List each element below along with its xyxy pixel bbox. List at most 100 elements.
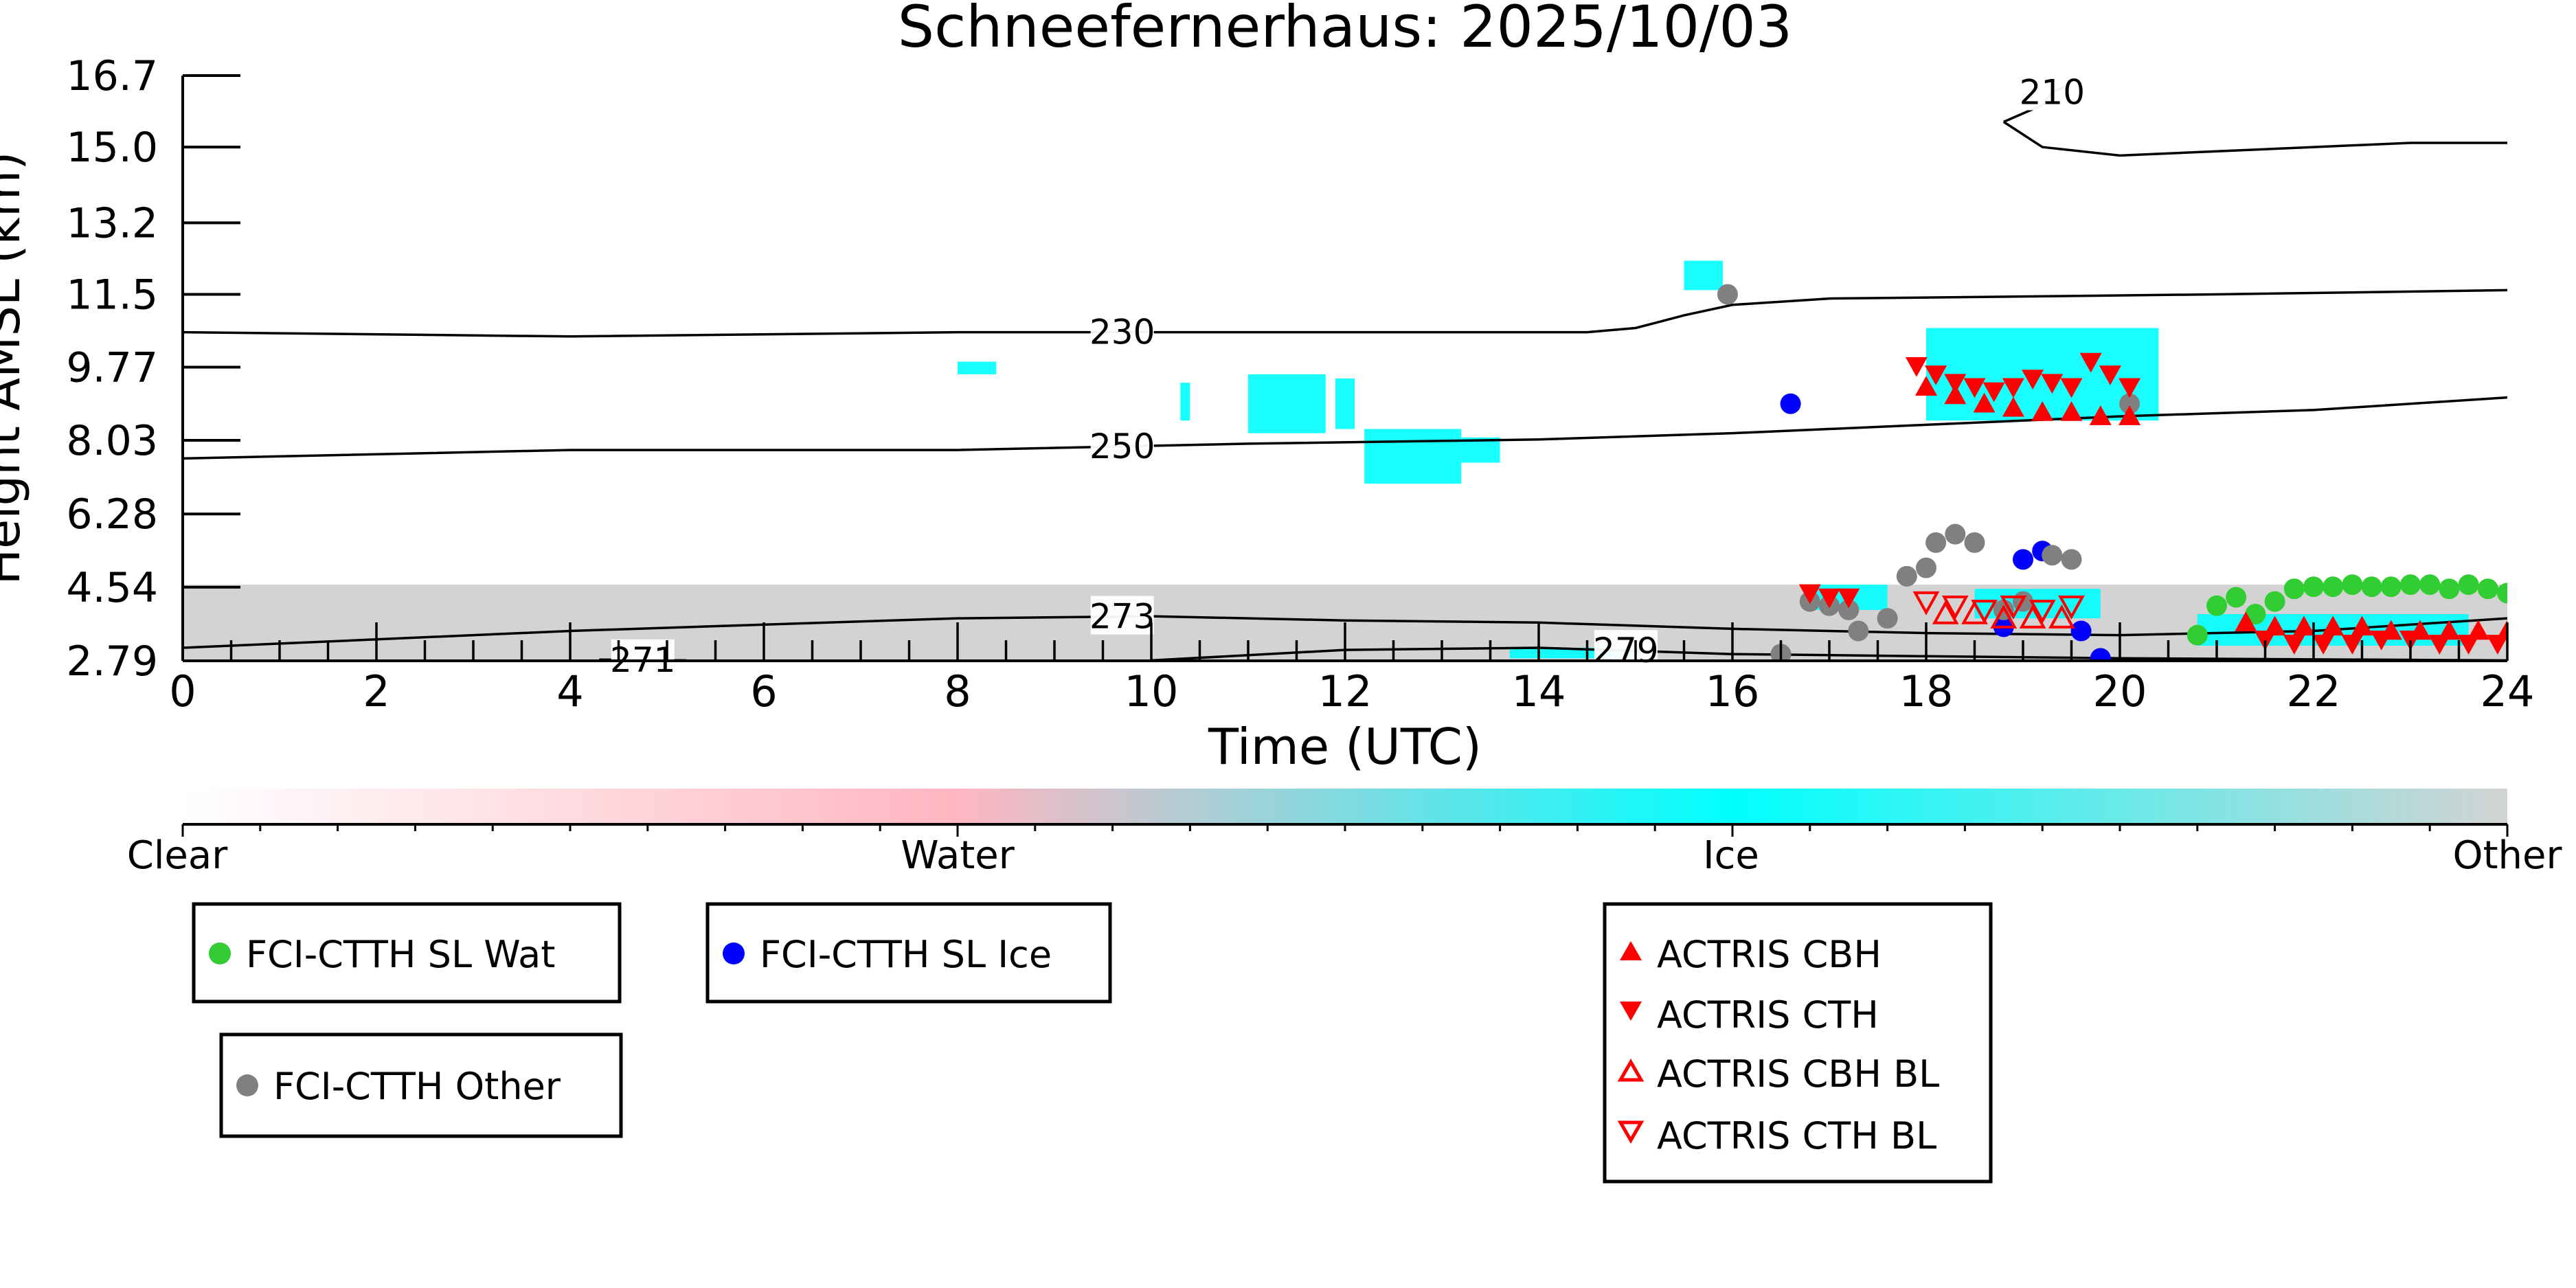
- data-point-circle: [2303, 576, 2324, 598]
- data-point-circle: [2245, 604, 2266, 625]
- data-point-triangle-up-open: [1990, 605, 2018, 629]
- colorbar: Clear Water Ice Other: [127, 789, 2562, 878]
- data-point-triangle-up: [2322, 615, 2345, 636]
- data-point-triangle-up-open: [2019, 605, 2046, 629]
- y-axis-label: Height AMSL (km): [0, 152, 31, 585]
- data-point-triangle-down: [2022, 370, 2044, 390]
- plot-area: [183, 82, 2507, 661]
- legend-label: ACTRIS CBH: [1657, 933, 1882, 976]
- y-tick-label: 16.7: [66, 52, 158, 100]
- contour-label-bg: [1090, 596, 1154, 635]
- x-tick-label: 14: [1512, 666, 1566, 716]
- colorbar-ticks: [181, 824, 2509, 837]
- x-tick-label: 12: [1318, 666, 1372, 716]
- data-point-triangle-down: [1905, 357, 1928, 377]
- x-axis-label: Time (UTC): [1208, 718, 1482, 776]
- data-point-circle: [2380, 576, 2402, 598]
- data-point-triangle-down: [2312, 635, 2335, 655]
- data-point-circle: [2090, 648, 2111, 661]
- y-tick-label: 15.0: [66, 124, 158, 172]
- legend-box-actris: ACTRIS CBH ACTRIS CTH ACTRIS CBH BL ACTR…: [1603, 902, 1993, 1184]
- data-point-circle: [2119, 393, 2140, 414]
- data-point-triangle-up-open: [1932, 600, 1959, 624]
- data-point-circle: [2187, 624, 2208, 646]
- data-point-circle: [1945, 523, 1966, 545]
- data-point-triangle-up: [2002, 396, 2024, 417]
- data-point-triangle-down: [1925, 365, 1947, 385]
- data-point-triangle-down: [1982, 382, 2005, 403]
- contour-line: [183, 396, 2507, 460]
- colorbar-label-water: Water: [901, 833, 1015, 878]
- data-point-circle: [2226, 587, 2247, 608]
- data-point-circle: [2206, 595, 2227, 616]
- legend-box-sl-ice: FCI-CTTH SL Ice: [705, 902, 1112, 1004]
- contour-label: 273: [1089, 597, 1155, 637]
- data-point-circle: [2070, 620, 2092, 642]
- legend-marker-blue-circle: [723, 942, 745, 964]
- legend-label: ACTRIS CTH: [1657, 993, 1879, 1037]
- y-tick-label: 8.03: [66, 417, 158, 465]
- data-point-triangle-down-open: [1912, 591, 1940, 615]
- data-point-circle: [2013, 549, 2033, 570]
- data-point-triangle-up: [2292, 615, 2315, 636]
- axes: 0 2 4 6 8 10 12 14 16 18 20 22 24 2.794.546.288.039.…: [66, 52, 2534, 716]
- x-tick-label: 10: [1125, 666, 1179, 716]
- data-point-triangle-up: [2060, 401, 2083, 421]
- y-ticks: 2.79 4.54 6.28 8.03 9.77 11.5 13.2 15.0 16.7: [66, 52, 240, 686]
- colorbar-label-ice: Ice: [1703, 833, 1759, 878]
- data-point-triangle-down: [2041, 374, 2064, 394]
- data-point-circle: [2342, 574, 2363, 596]
- y-tick-label: 4.54: [66, 564, 158, 612]
- data-point-circle: [2042, 545, 2063, 566]
- legend-marker-triangle-up-open: [1617, 1058, 1645, 1082]
- data-point-circle: [1916, 557, 1936, 578]
- colorbar-label-clear: Clear: [127, 833, 228, 878]
- data-point-triangle-down: [2099, 365, 2121, 385]
- data-point-triangle-down: [2283, 635, 2305, 655]
- data-point-circle: [2497, 583, 2507, 604]
- data-point-circle: [1964, 532, 1985, 553]
- legend-marker-triangle-up: [1620, 941, 1642, 960]
- colorbar-gradient: [183, 789, 2507, 823]
- data-point-circle: [2458, 574, 2479, 596]
- x-tick-label: 16: [1706, 666, 1760, 716]
- data-point-triangle-down: [2428, 635, 2451, 655]
- legend-label: ACTRIS CTH BL: [1657, 1114, 1936, 1157]
- data-point-triangle-down-open: [1941, 595, 1969, 620]
- x-tick-label: 24: [2481, 666, 2535, 716]
- x-tick-label: 22: [2287, 666, 2341, 716]
- data-point-triangle-up: [1973, 392, 1996, 413]
- contour-label-bg: [1090, 311, 1154, 350]
- cloud-patch-ice: [1248, 374, 1326, 433]
- data-point-triangle-down: [2060, 378, 2083, 398]
- data-point-triangle-up: [2119, 405, 2141, 425]
- y-tick-label: 6.28: [66, 490, 158, 539]
- data-point-triangle-up-open: [2048, 605, 2075, 629]
- data-point-triangle-down: [2341, 635, 2364, 655]
- legend-label: FCI-CTTH SL Ice: [760, 933, 1052, 976]
- data-point-circle: [2419, 574, 2441, 596]
- contour-label: 230: [1089, 313, 1155, 352]
- contour-line: [2002, 120, 2507, 157]
- y-tick-label: 13.2: [66, 199, 158, 247]
- data-point-triangle-up: [2235, 611, 2257, 632]
- legend-marker-triangle-down-open: [1617, 1120, 1645, 1144]
- cloud-patch-ice: [1364, 429, 1462, 484]
- data-point-triangle-down: [2370, 630, 2393, 651]
- data-point-circle: [2477, 578, 2498, 600]
- data-point-triangle-down: [2079, 352, 2102, 373]
- data-point-triangle-down-open: [1971, 600, 1998, 624]
- data-point-circle: [1838, 599, 1860, 620]
- data-point-triangle-down: [1944, 374, 1967, 394]
- data-point-triangle-down: [2486, 635, 2507, 655]
- y-tick-label: 11.5: [66, 271, 158, 319]
- x-tick-label: 0: [169, 666, 196, 716]
- legend-label: FCI-CTTH SL Wat: [246, 933, 555, 976]
- x-tick-label: 4: [556, 666, 583, 716]
- data-point-circle: [2400, 574, 2421, 596]
- y-tick-label: 2.79: [66, 637, 158, 686]
- data-markers: [1717, 284, 2507, 661]
- x-tick-label: 2: [363, 666, 389, 716]
- data-point-circle: [1717, 284, 1738, 305]
